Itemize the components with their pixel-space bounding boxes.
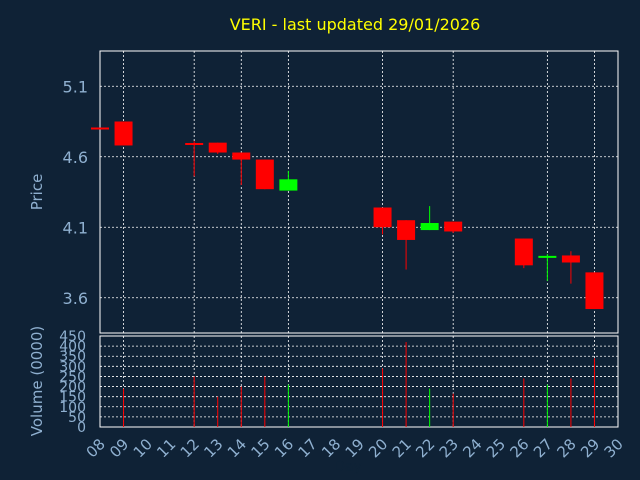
day-x-tick-label: 29 bbox=[577, 435, 603, 461]
volume-y-tick-label: 450 bbox=[59, 329, 86, 345]
price-y-tick-label: 4.6 bbox=[63, 148, 88, 167]
day-x-tick-label: 25 bbox=[483, 435, 509, 461]
volume-y-tick-label: 400 bbox=[59, 339, 86, 355]
candle-body bbox=[561, 255, 580, 263]
volume-plot-frame bbox=[99, 335, 619, 428]
volume-y-tick-label: 0 bbox=[77, 420, 86, 436]
day-x-ticks: 0809101112131415161718192021222324252627… bbox=[83, 435, 627, 461]
day-x-tick-label: 18 bbox=[318, 435, 344, 461]
candle-body bbox=[585, 272, 604, 310]
day-x-tick-label: 30 bbox=[601, 435, 627, 461]
day-x-tick-label: 12 bbox=[177, 435, 203, 461]
price-axis-label: Price bbox=[28, 174, 46, 211]
candle-body bbox=[397, 220, 416, 240]
volume-y-tick-label: 100 bbox=[59, 400, 86, 416]
price-y-tick-label: 5.1 bbox=[63, 77, 88, 96]
day-x-tick-label: 17 bbox=[295, 435, 321, 461]
volume-y-tick-label: 250 bbox=[59, 369, 86, 385]
day-x-tick-label: 28 bbox=[554, 435, 580, 461]
volume-axis-label: Volume (0000) bbox=[28, 326, 46, 436]
day-x-tick-label: 10 bbox=[130, 435, 156, 461]
day-x-tick-label: 22 bbox=[412, 435, 438, 461]
candle-body bbox=[444, 221, 463, 232]
day-x-tick-label: 09 bbox=[106, 435, 132, 461]
volume-y-tick-label: 150 bbox=[59, 390, 86, 406]
candle-body bbox=[255, 159, 274, 190]
price-plot-frame bbox=[99, 50, 619, 334]
day-x-tick-label: 26 bbox=[506, 435, 532, 461]
volume-y-tick-label: 350 bbox=[59, 349, 86, 365]
day-x-tick-label: 21 bbox=[389, 435, 415, 461]
chart-title: VERI - last updated 29/01/2026 bbox=[230, 15, 481, 34]
volume-y-tick-label: 300 bbox=[59, 359, 86, 375]
volume-bars bbox=[123, 342, 595, 427]
day-x-tick-label: 20 bbox=[365, 435, 391, 461]
day-x-tick-label: 27 bbox=[530, 435, 556, 461]
candles bbox=[91, 121, 604, 310]
candle-body bbox=[420, 223, 439, 231]
price-y-tick-label: 3.6 bbox=[63, 289, 88, 308]
day-x-tick-label: 24 bbox=[459, 435, 485, 461]
volume-y-tick-label: 50 bbox=[68, 410, 86, 426]
price-y-ticks: 3.6 4.1 4.6 5.1 bbox=[63, 77, 88, 308]
day-x-tick-label: 14 bbox=[224, 435, 250, 461]
candle-body bbox=[114, 121, 133, 146]
candle-body bbox=[232, 152, 251, 160]
volume-y-tick-label: 200 bbox=[59, 380, 86, 396]
day-x-tick-label: 08 bbox=[83, 435, 109, 461]
price-panel: 3.6 4.1 4.6 5.1 Price bbox=[28, 50, 619, 334]
candle-body bbox=[279, 179, 298, 191]
day-x-tick-label: 13 bbox=[200, 435, 226, 461]
candle-body bbox=[208, 142, 227, 153]
price-grid bbox=[100, 51, 618, 333]
candle-body bbox=[514, 238, 533, 266]
day-x-tick-label: 19 bbox=[342, 435, 368, 461]
price-y-tick-label: 4.1 bbox=[63, 218, 88, 237]
day-axis-label: Day bbox=[334, 459, 362, 475]
day-x-tick-label: 16 bbox=[271, 435, 297, 461]
candle-body bbox=[373, 207, 392, 228]
volume-grid bbox=[100, 336, 618, 427]
day-x-tick-label: 15 bbox=[247, 435, 273, 461]
day-x-tick-label: 11 bbox=[153, 435, 179, 461]
day-x-tick-label: 23 bbox=[436, 435, 462, 461]
